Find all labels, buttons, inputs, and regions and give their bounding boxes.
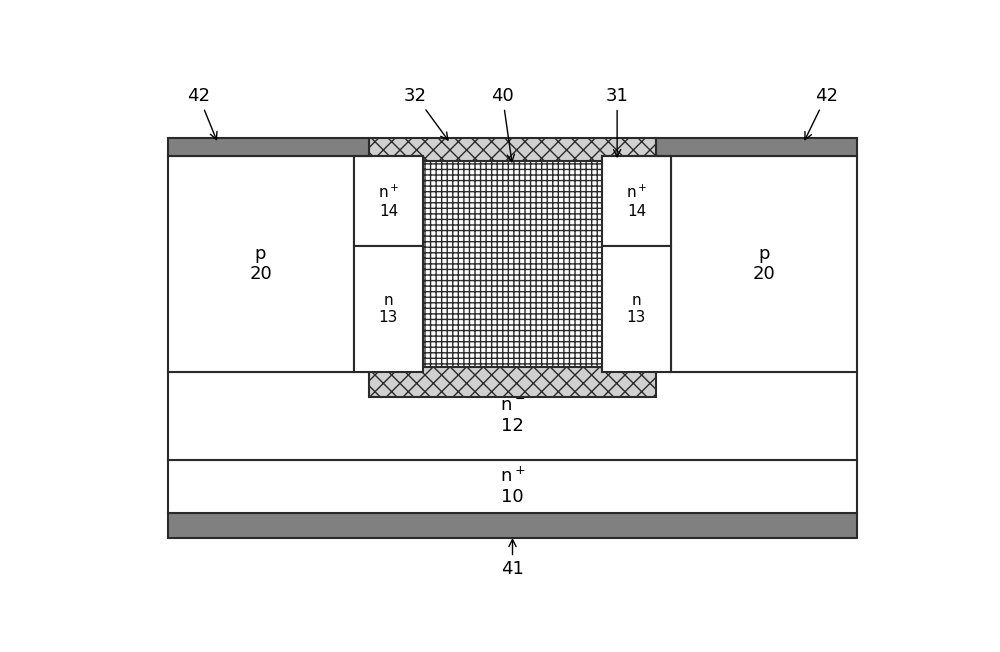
Bar xyxy=(602,246,671,372)
Bar xyxy=(168,372,857,460)
Bar xyxy=(168,138,369,156)
Text: p
20: p 20 xyxy=(753,244,776,284)
Bar xyxy=(168,460,857,512)
Text: 32: 32 xyxy=(404,87,448,140)
Text: 31: 31 xyxy=(606,87,629,156)
Text: 40: 40 xyxy=(491,87,514,162)
Bar xyxy=(656,138,857,156)
Bar xyxy=(354,156,423,246)
Bar xyxy=(671,156,857,372)
Text: n$^-$
12: n$^-$ 12 xyxy=(500,396,525,436)
Bar xyxy=(404,161,621,367)
Text: n
13: n 13 xyxy=(379,293,398,325)
Text: n
13: n 13 xyxy=(627,293,646,325)
Text: 42: 42 xyxy=(187,87,217,140)
Bar xyxy=(354,246,423,372)
Text: n$^+$
14: n$^+$ 14 xyxy=(626,184,647,218)
Bar xyxy=(168,512,857,538)
Text: 42: 42 xyxy=(805,87,838,140)
Text: p
20: p 20 xyxy=(249,244,272,284)
Text: n$^+$
10: n$^+$ 10 xyxy=(500,466,525,506)
Bar xyxy=(602,156,671,246)
Text: n$^+$
14: n$^+$ 14 xyxy=(378,184,399,218)
Bar xyxy=(369,138,656,397)
Text: 41: 41 xyxy=(501,539,524,578)
Bar xyxy=(168,156,354,372)
